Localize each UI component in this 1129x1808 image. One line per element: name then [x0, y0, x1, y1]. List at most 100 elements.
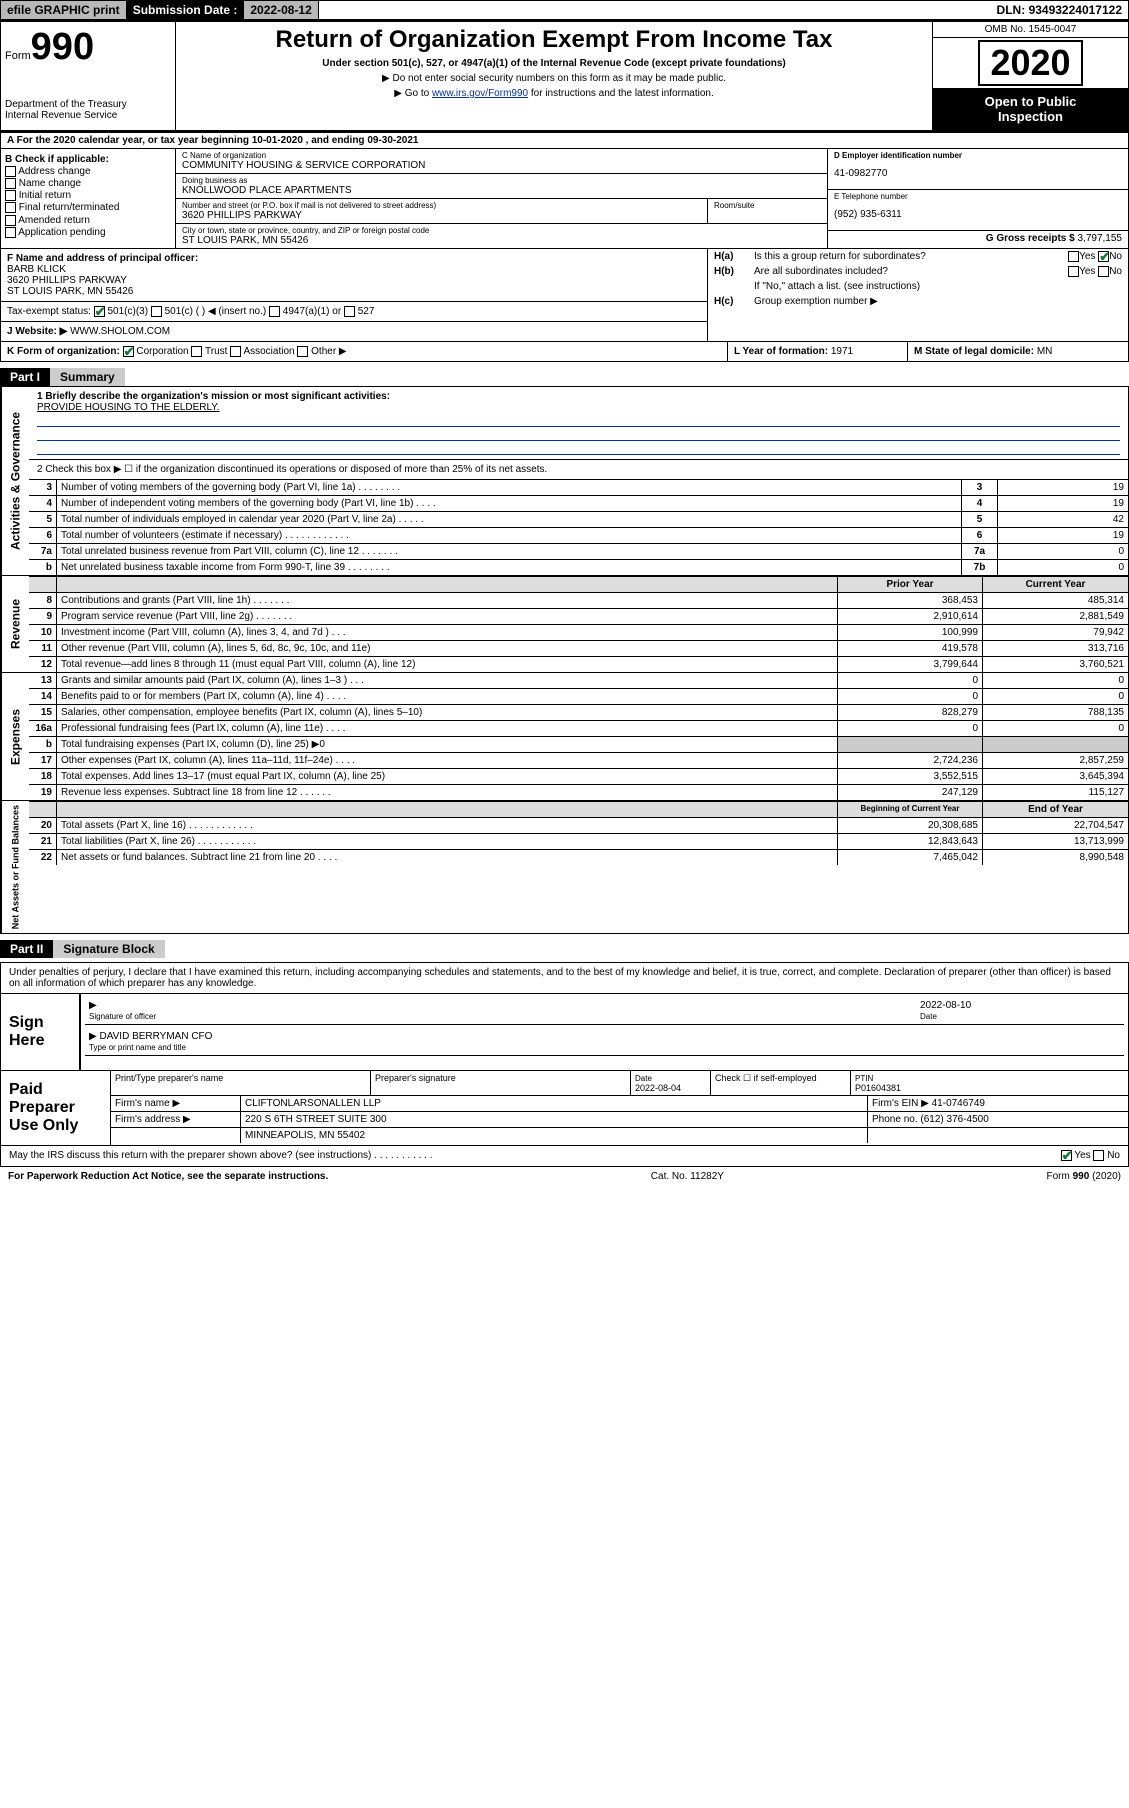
page-footer: For Paperwork Reduction Act Notice, see …	[0, 1167, 1129, 1186]
chk-501c[interactable]	[151, 306, 162, 317]
rev-header: Prior YearCurrent Year	[29, 576, 1128, 592]
chk-ha-yes[interactable]	[1068, 251, 1079, 262]
col-cdg: C Name of organization COMMUNITY HOUSING…	[176, 149, 1128, 248]
chk-discuss-no[interactable]	[1093, 1150, 1104, 1161]
tax-year: 2020	[978, 40, 1082, 86]
exp-row-18: 18Total expenses. Add lines 13–17 (must …	[29, 768, 1128, 784]
field-m-state: M State of legal domicile: MN	[908, 342, 1128, 361]
form-title: Return of Organization Exempt From Incom…	[184, 26, 924, 54]
form-subtitle: Under section 501(c), 527, or 4947(a)(1)…	[184, 58, 924, 69]
sign-here-label: Sign Here	[1, 994, 81, 1070]
gov-row-5: 5Total number of individuals employed in…	[29, 511, 1128, 527]
chk-501c3[interactable]	[94, 306, 105, 317]
chk-final-return[interactable]: Final return/terminated	[5, 202, 171, 213]
field-city: City or town, state or province, country…	[176, 224, 827, 248]
net-row-22: 22Net assets or fund balances. Subtract …	[29, 849, 1128, 865]
chk-application-pending[interactable]: Application pending	[5, 227, 171, 238]
prep-row-1: Print/Type preparer's name Preparer's si…	[111, 1071, 1128, 1096]
chk-discuss-yes[interactable]	[1061, 1150, 1072, 1161]
part1-header: Part I	[0, 368, 50, 386]
prep-row-3: Firm's address ▶220 S 6TH STREET SUITE 3…	[111, 1112, 1128, 1128]
chk-other[interactable]	[297, 346, 308, 357]
section-f-to-j: F Name and address of principal officer:…	[0, 249, 1129, 342]
chk-address-change[interactable]: Address change	[5, 166, 171, 177]
gov-row-4: 4Number of independent voting members of…	[29, 495, 1128, 511]
dln: DLN: 93493224017122	[991, 1, 1128, 19]
field-l-year: L Year of formation: 1971	[728, 342, 908, 361]
form-number: 990	[31, 26, 94, 68]
field-website: J Website: ▶ WWW.SHOLOM.COM	[1, 322, 707, 341]
signature-block: Under penalties of perjury, I declare th…	[0, 962, 1129, 1166]
sig-officer-line[interactable]: ▶Signature of officer 2022-08-10Date	[85, 998, 1124, 1025]
header-left: Form990 Department of the Treasury Inter…	[1, 22, 176, 130]
efile-print-btn[interactable]: efile GRAPHIC print	[1, 1, 127, 19]
chk-4947[interactable]	[269, 306, 280, 317]
exp-row-16a: 16aProfessional fundraising fees (Part I…	[29, 720, 1128, 736]
exp-row-17: 17Other expenses (Part IX, column (A), l…	[29, 752, 1128, 768]
rev-row-9: 9Program service revenue (Part VIII, lin…	[29, 608, 1128, 624]
part2-title: Signature Block	[53, 940, 164, 958]
chk-527[interactable]	[344, 306, 355, 317]
field-room: Room/suite	[707, 199, 827, 224]
net-row-20: 20Total assets (Part X, line 16) . . . .…	[29, 817, 1128, 833]
footer-mid: Cat. No. 11282Y	[651, 1171, 724, 1182]
part2-header: Part II	[0, 940, 53, 958]
row-k-l-m: K Form of organization: Corporation Trus…	[0, 342, 1129, 362]
gov-row-3: 3Number of voting members of the governi…	[29, 479, 1128, 495]
goto-link[interactable]: ▶ Go to www.irs.gov/Form990 for instruct…	[184, 88, 924, 99]
subdate-label: Submission Date :	[127, 1, 245, 19]
vlabel-net-assets: Net Assets or Fund Balances	[1, 801, 29, 933]
prep-row-4: MINNEAPOLIS, MN 55402	[111, 1128, 1128, 1143]
irs-label: Internal Revenue Service	[5, 110, 171, 121]
header-mid: Return of Organization Exempt From Incom…	[176, 22, 933, 130]
irs-discuss-row: May the IRS discuss this return with the…	[1, 1145, 1128, 1165]
col-b-header: B Check if applicable:	[5, 154, 171, 165]
chk-ha-no[interactable]	[1098, 251, 1109, 262]
penalty-text: Under penalties of perjury, I declare th…	[1, 963, 1128, 994]
vlabel-governance: Activities & Governance	[1, 387, 29, 575]
exp-row-14: 14Benefits paid to or for members (Part …	[29, 688, 1128, 704]
field-org-name: C Name of organization COMMUNITY HOUSING…	[176, 149, 827, 174]
field-ha: H(a) Is this a group return for subordin…	[708, 249, 1128, 264]
net-row-21: 21Total liabilities (Part X, line 26) . …	[29, 833, 1128, 849]
chk-hb-yes[interactable]	[1068, 266, 1079, 277]
subdate-value: 2022-08-12	[244, 1, 318, 19]
exp-row-15: 15Salaries, other compensation, employee…	[29, 704, 1128, 720]
rev-row-10: 10Investment income (Part VIII, column (…	[29, 624, 1128, 640]
form-header: Form990 Department of the Treasury Inter…	[0, 21, 1129, 133]
vlabel-expenses: Expenses	[1, 673, 29, 800]
chk-amended-return[interactable]: Amended return	[5, 215, 171, 226]
field-gross-receipts: G Gross receipts $ 3,797,155	[828, 231, 1128, 246]
field-k-form-org: K Form of organization: Corporation Trus…	[1, 342, 728, 361]
topbar: efile GRAPHIC print Submission Date : 20…	[0, 0, 1129, 21]
exp-row-16b: bTotal fundraising expenses (Part IX, co…	[29, 736, 1128, 752]
ssn-warning: ▶ Do not enter social security numbers o…	[184, 73, 924, 84]
rev-row-12: 12Total revenue—add lines 8 through 11 (…	[29, 656, 1128, 672]
chk-name-change[interactable]: Name change	[5, 178, 171, 189]
chk-assoc[interactable]	[230, 346, 241, 357]
chk-trust[interactable]	[191, 346, 202, 357]
chk-hb-no[interactable]	[1098, 266, 1109, 277]
field-tax-exempt: Tax-exempt status: 501(c)(3) 501(c) ( ) …	[1, 302, 707, 322]
omb-number: OMB No. 1545-0047	[933, 22, 1128, 38]
exp-row-13: 13Grants and similar amounts paid (Part …	[29, 673, 1128, 688]
chk-initial-return[interactable]: Initial return	[5, 190, 171, 201]
field-dba: Doing business as KNOLLWOOD PLACE APARTM…	[176, 174, 827, 199]
sig-name-line: ▶ DAVID BERRYMAN CFOType or print name a…	[85, 1029, 1124, 1056]
mission-text: PROVIDE HOUSING TO THE ELDERLY.	[37, 402, 1120, 413]
vlabel-revenue: Revenue	[1, 576, 29, 672]
row-a-taxyear: A For the 2020 calendar year, or tax yea…	[0, 133, 1129, 149]
form-label: Form	[5, 50, 31, 62]
gov-row-6: 6Total number of volunteers (estimate if…	[29, 527, 1128, 543]
header-right: OMB No. 1545-0047 2020 Open to PublicIns…	[933, 22, 1128, 130]
field-ein: D Employer identification number 41-0982…	[828, 149, 1128, 190]
part1-title: Summary	[50, 368, 125, 386]
net-header: Beginning of Current YearEnd of Year	[29, 801, 1128, 817]
field-principal-officer: F Name and address of principal officer:…	[1, 249, 707, 302]
rev-row-8: 8Contributions and grants (Part VIII, li…	[29, 592, 1128, 608]
chk-corp[interactable]	[123, 346, 134, 357]
field-hb: H(b) Are all subordinates included? Yes …	[708, 264, 1128, 279]
field-phone: E Telephone number (952) 935-6311	[828, 190, 1128, 231]
section-b-to-g: B Check if applicable: Address change Na…	[0, 149, 1129, 249]
col-b-checkboxes: B Check if applicable: Address change Na…	[1, 149, 176, 248]
